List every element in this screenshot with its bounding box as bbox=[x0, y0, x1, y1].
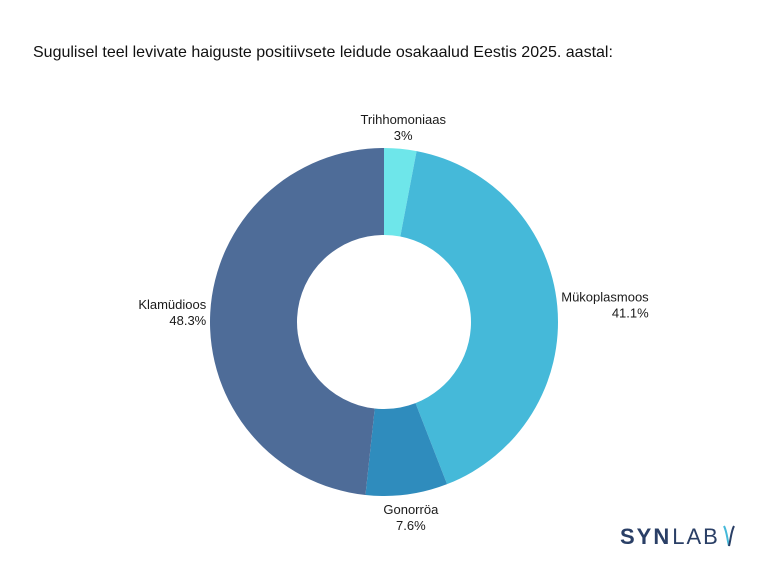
slice-gonorroa bbox=[365, 403, 448, 496]
value-klamudioos: 48.3% bbox=[169, 313, 206, 328]
label-gonorroa: Gonorröa bbox=[383, 502, 439, 517]
chart-title: Sugulisel teel levivate haiguste positii… bbox=[33, 44, 613, 61]
slice-trihhomoniaas bbox=[384, 148, 417, 237]
logo-wave-icon bbox=[722, 525, 735, 547]
label-mukoplasmoos: Mükoplasmoos bbox=[561, 289, 649, 304]
slice-mukoplasmoos bbox=[400, 151, 558, 485]
value-trihhomoniaas: 3% bbox=[394, 128, 413, 143]
logo-lab-text: LAB bbox=[672, 524, 720, 549]
synlab-logo: SYN LAB bbox=[620, 524, 736, 550]
logo-syn-text: SYN bbox=[620, 524, 672, 549]
value-mukoplasmoos: 41.1% bbox=[612, 305, 649, 320]
value-gonorroa: 7.6% bbox=[396, 518, 426, 533]
slices-group bbox=[209, 148, 558, 496]
label-trihhomoniaas: Trihhomoniaas bbox=[360, 112, 446, 127]
slice-klamudioos bbox=[209, 148, 384, 496]
label-klamudioos: Klamüdioos bbox=[138, 297, 206, 312]
